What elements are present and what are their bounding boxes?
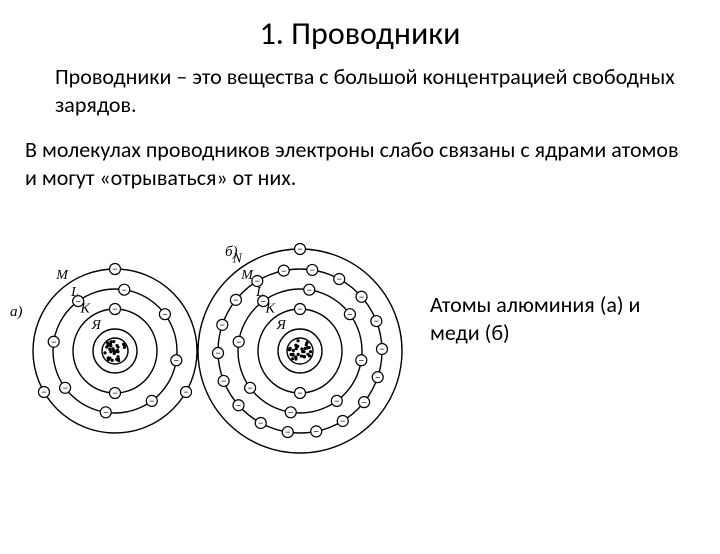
svg-text:−: −	[297, 304, 302, 314]
svg-text:−: −	[103, 407, 108, 417]
svg-text:−: −	[236, 400, 241, 410]
svg-text:−: −	[233, 295, 238, 305]
svg-text:−: −	[297, 388, 302, 398]
svg-text:−: −	[112, 388, 117, 398]
svg-text:−: −	[221, 376, 226, 386]
svg-text:Я: Я	[276, 318, 287, 333]
explanation-text: В молекулах проводников электроны слабо …	[25, 136, 695, 191]
svg-text:−: −	[62, 383, 67, 393]
svg-text:−: −	[122, 285, 127, 295]
svg-text:−: −	[288, 407, 293, 417]
svg-text:−: −	[359, 355, 364, 365]
svg-text:−: −	[374, 316, 379, 326]
svg-text:−: −	[112, 264, 117, 274]
svg-text:−: −	[247, 383, 252, 393]
svg-text:−: −	[41, 387, 46, 397]
svg-text:−: −	[334, 396, 339, 406]
svg-text:К: К	[265, 302, 276, 317]
figure-caption: Атомы алюминия (а) и меди (б)	[430, 291, 690, 346]
svg-text:−: −	[220, 320, 225, 330]
svg-text:M: M	[240, 268, 254, 283]
svg-text:−: −	[149, 396, 154, 406]
svg-text:−: −	[174, 355, 179, 365]
svg-text:−: −	[379, 344, 384, 354]
svg-text:−: −	[310, 265, 315, 275]
svg-text:−: −	[215, 348, 220, 358]
svg-text:−: −	[361, 397, 366, 407]
svg-text:−: −	[307, 285, 312, 295]
svg-text:Я: Я	[91, 318, 102, 333]
svg-text:−: −	[112, 304, 117, 314]
svg-text:−: −	[281, 266, 286, 276]
svg-text:L: L	[255, 285, 264, 300]
svg-text:−: −	[162, 309, 167, 319]
svg-text:−: −	[337, 274, 342, 284]
svg-text:К: К	[80, 302, 91, 317]
svg-text:M: M	[55, 268, 69, 283]
svg-text:−: −	[51, 337, 56, 347]
svg-text:−: −	[375, 372, 380, 382]
svg-text:−: −	[258, 418, 263, 428]
svg-text:−: −	[285, 427, 290, 437]
svg-text:−: −	[183, 387, 188, 397]
svg-text:−: −	[236, 337, 241, 347]
svg-text:L: L	[70, 285, 79, 300]
svg-text:−: −	[347, 309, 352, 319]
slide-title: 1. Проводники	[0, 14, 720, 53]
atom-svg: −−−−−−−−−−−−−MLКЯ−−−−−−−−−−−−−−−−−−−−−−−…	[0, 201, 410, 461]
svg-text:б): б)	[225, 244, 238, 260]
atom-diagram: −−−−−−−−−−−−−MLКЯ−−−−−−−−−−−−−−−−−−−−−−−…	[0, 201, 410, 461]
svg-text:−: −	[359, 292, 364, 302]
svg-text:а): а)	[10, 304, 23, 320]
definition-text: Проводники – это вещества с большой конц…	[55, 63, 685, 118]
svg-text:−: −	[340, 416, 345, 426]
svg-text:−: −	[314, 427, 319, 437]
figure-row: −−−−−−−−−−−−−MLКЯ−−−−−−−−−−−−−−−−−−−−−−−…	[0, 201, 720, 461]
svg-text:−: −	[297, 244, 302, 254]
